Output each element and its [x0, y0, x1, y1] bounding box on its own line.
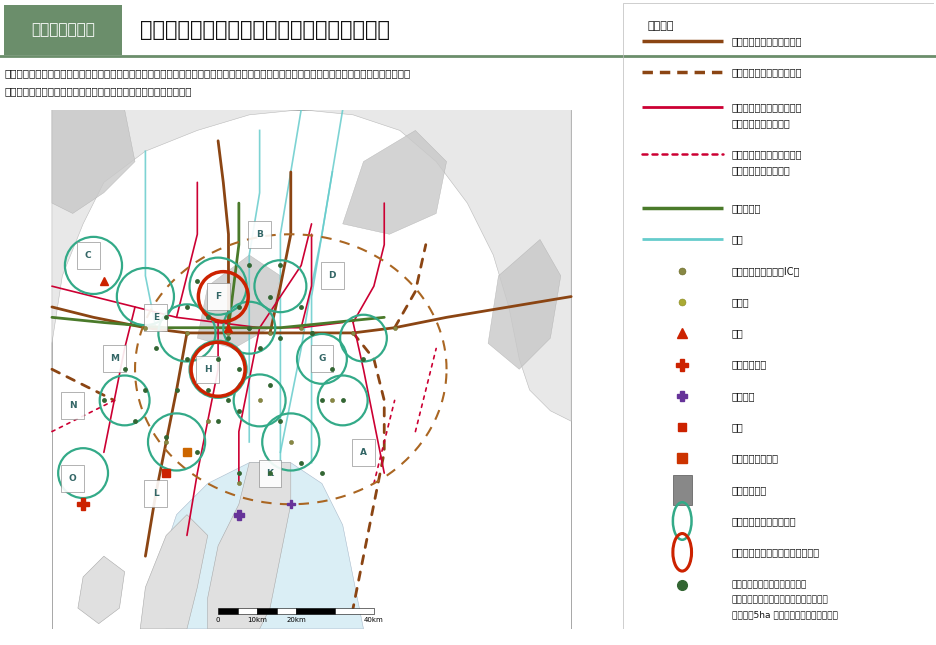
Polygon shape: [197, 255, 280, 348]
Bar: [256, 608, 276, 614]
Bar: [334, 608, 373, 614]
Bar: [248, 221, 271, 248]
Text: L: L: [153, 490, 158, 499]
Bar: [61, 392, 84, 419]
Text: 各ゾーンは，中核的な広域防災拠点の配置されうる可能性のある範囲を示したものである。なお，中核的な広域防災拠点は，被災時にはゾーンに: 各ゾーンは，中核的な広域防災拠点の配置されうる可能性のある範囲を示したものである…: [5, 68, 411, 79]
Text: 地域高規格道路（供用中）: 地域高規格道路（供用中）: [731, 102, 801, 112]
Text: 直轄国道等（整備中）: 直轄国道等（整備中）: [731, 165, 790, 175]
Bar: [238, 608, 256, 614]
Bar: [144, 304, 167, 331]
Text: 関係なく名古屋圈全域をカバーする現地の司令塔として機能する。: 関係なく名古屋圈全域をカバーする現地の司令塔として機能する。: [5, 86, 192, 97]
Text: M: M: [110, 354, 119, 363]
Text: 0: 0: [215, 617, 220, 624]
Polygon shape: [51, 110, 135, 213]
Text: 人口集中地区: 人口集中地区: [731, 485, 767, 495]
Text: 貨物営業線: 貨物営業線: [731, 203, 761, 213]
Bar: [77, 241, 99, 268]
Bar: [196, 356, 219, 382]
Text: 直轄国道等（供用中）: 直轄国道等（供用中）: [731, 118, 790, 128]
Text: 重要港湾: 重要港湾: [731, 391, 754, 401]
Text: E: E: [153, 313, 159, 322]
Text: 河川: 河川: [731, 235, 743, 244]
Polygon shape: [208, 462, 290, 629]
Text: 空港: 空港: [731, 422, 743, 432]
Polygon shape: [488, 239, 560, 369]
Text: A: A: [359, 448, 367, 457]
Text: 20km: 20km: [285, 617, 305, 624]
Polygon shape: [78, 556, 124, 624]
Text: O: O: [68, 474, 77, 483]
Polygon shape: [140, 515, 208, 629]
Bar: [320, 263, 344, 290]
Bar: [296, 608, 334, 614]
Bar: [258, 460, 281, 486]
Bar: [144, 481, 167, 508]
Text: G: G: [318, 354, 326, 363]
Text: 高規格幹線道路（整備中）: 高規格幹線道路（整備中）: [731, 67, 801, 77]
Text: 地域高規格道路（整備中）: 地域高規格道路（整備中）: [731, 149, 801, 159]
Polygon shape: [343, 130, 446, 234]
Text: インターチェンジ（IC）: インターチェンジ（IC）: [731, 266, 799, 276]
Text: 県庁: 県庁: [731, 328, 743, 339]
Text: 貨物駅: 貨物駅: [731, 297, 749, 307]
Text: F: F: [214, 292, 221, 301]
Polygon shape: [155, 462, 363, 629]
Bar: [207, 283, 229, 310]
Text: 図２－３－５９: 図２－３－５９: [31, 23, 95, 37]
Bar: [4, 5, 122, 55]
Text: D: D: [329, 272, 336, 281]
Text: （県市の防災拠点として指定のあるもの: （県市の防災拠点として指定のあるもの: [731, 595, 827, 604]
Text: 中核的な広域防災拠点配置ゾーン: 中核的な広域防災拠点配置ゾーン: [731, 548, 819, 557]
Text: K: K: [266, 469, 273, 477]
Polygon shape: [51, 110, 571, 432]
Text: 10km: 10km: [247, 617, 267, 624]
Bar: [103, 345, 125, 372]
Text: C: C: [85, 250, 92, 259]
Bar: [310, 345, 333, 372]
Text: 広域防災拠点配置ゾーン: 広域防災拠点配置ゾーン: [731, 516, 796, 526]
Text: または，5ha 以上のオープンスペース）: または，5ha 以上のオープンスペース）: [731, 610, 837, 619]
Text: 公共用ヘリポート: 公共用ヘリポート: [731, 453, 778, 464]
Bar: [276, 608, 296, 614]
Text: 名古屋圈の中核的広域防災拠点配置ゾーン図: 名古屋圈の中核的広域防災拠点配置ゾーン図: [139, 20, 389, 40]
Bar: [672, 475, 691, 505]
Text: 高規格幹線道路（供用中）: 高規格幹線道路（供用中）: [731, 35, 801, 46]
Text: 特定重要港湾: 特定重要港湾: [731, 360, 767, 370]
Text: 40km: 40km: [363, 617, 384, 624]
Bar: [61, 465, 84, 491]
Text: 【凡例】: 【凡例】: [648, 21, 674, 31]
Bar: [352, 439, 374, 466]
Text: B: B: [256, 230, 263, 239]
Text: 利用可能なオープンスペース等: 利用可能なオープンスペース等: [731, 580, 807, 589]
Bar: [218, 608, 238, 614]
Bar: [51, 110, 571, 629]
Text: N: N: [69, 401, 77, 410]
Text: H: H: [204, 365, 212, 373]
